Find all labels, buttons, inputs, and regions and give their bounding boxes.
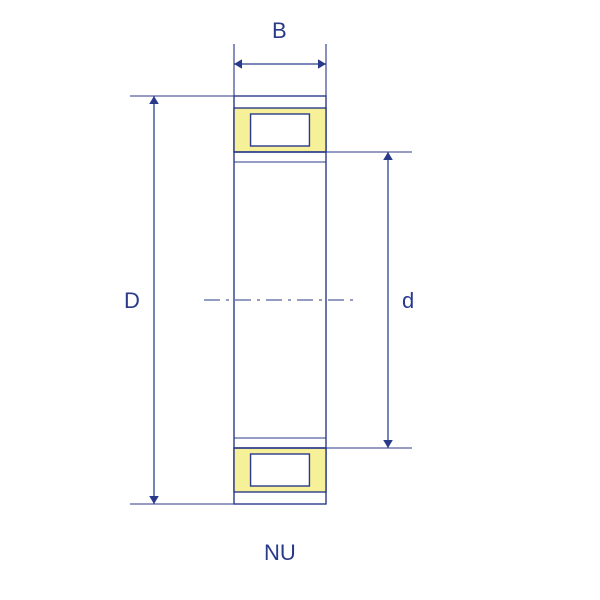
- label-nu: NU: [264, 540, 296, 566]
- label-d-inner: d: [402, 288, 414, 314]
- diagram-canvas: B D d NU: [0, 0, 600, 600]
- label-b: B: [272, 18, 287, 44]
- bearing-svg: [0, 0, 600, 600]
- label-d-outer: D: [124, 288, 140, 314]
